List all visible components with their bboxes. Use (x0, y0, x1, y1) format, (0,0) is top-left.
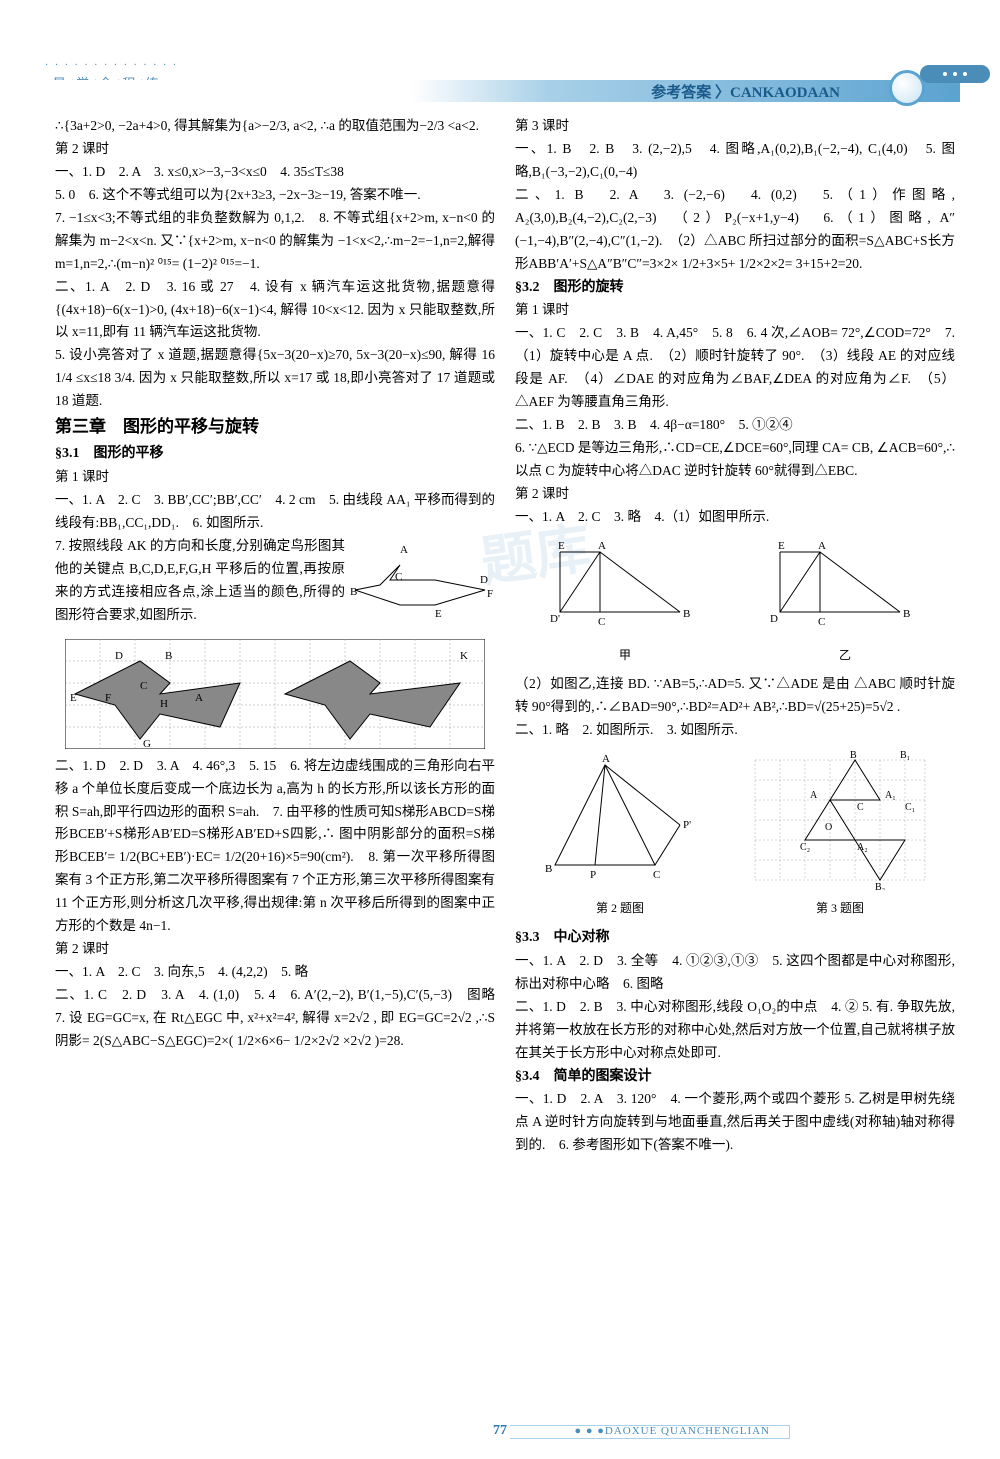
svg-text:B: B (683, 608, 690, 620)
section-heading: §3.1 图形的平移 (55, 442, 495, 466)
text-block: 一、1. A 2. C 3. BB′,CC′;BB′,CC′ 4. 2 cm 5… (55, 489, 495, 535)
lesson-heading: 第 2 课时 (55, 938, 495, 961)
text-block: 一、1. A 2. D 3. 全等 4. ①②③,①③ 5. 这四个图都是中心对… (515, 950, 955, 996)
svg-text:C: C (140, 680, 147, 692)
svg-text:C₂: C₂ (800, 842, 810, 853)
svg-text:A: A (598, 540, 606, 552)
svg-text:E: E (70, 692, 77, 704)
svg-text:A: A (400, 544, 408, 556)
figure-pair-jia-yi: E A D' C B 甲 E A D C B 乙 (515, 537, 955, 665)
text-block: 一、1. D 2. A 3. x≤0,x>−3,−3<x≤0 4. 35≤T≤3… (55, 161, 495, 184)
svg-text:E: E (435, 608, 442, 620)
svg-text:C: C (653, 869, 660, 881)
bird-diagram: A D C B F E (345, 535, 495, 633)
svg-text:P: P (590, 869, 596, 881)
text-block: 一、1. A 2. C 3. 向东,5 4. (4,2,2) 5. 略 (55, 961, 495, 984)
svg-text:B₁: B₁ (900, 750, 910, 761)
text-block: （2）如图乙,连接 BD. ∵AB=5,∴AD=5. 又∵△ADE 是由 △AB… (515, 673, 955, 719)
text-block: 5. 0 6. 这个不等式组可以为{2x+3≥3, −2x−3≥−19, 答案不… (55, 184, 495, 207)
header-pill-icon (920, 65, 990, 83)
figure-jia: E A D' C B (540, 537, 710, 637)
text-block: 一、1. C 2. C 3. B 4. A,45° 5. 8 6. 4 次,∠A… (515, 322, 955, 414)
svg-text:B: B (165, 650, 172, 662)
header-bar: 参考答案 〉CANKAODAAN (45, 80, 960, 102)
svg-text:A: A (602, 753, 610, 765)
svg-text:D: D (480, 574, 488, 586)
figure-q2: A B P C P' (535, 750, 705, 890)
svg-text:B: B (545, 863, 552, 875)
svg-text:H: H (160, 698, 168, 710)
svg-text:F: F (487, 588, 493, 600)
figure-q3: B B₁ A A₁ C C₁ O C₂ A₂ B₂ (745, 750, 935, 890)
svg-text:B: B (350, 586, 357, 598)
header-title: 参考答案 〉CANKAODAAN (651, 81, 840, 102)
text-block: 二、1. 略 2. 如图所示. 3. 如图所示. (515, 719, 955, 742)
svg-text:B₂: B₂ (875, 882, 885, 890)
text-block: 二、1. B 2. B 3. B 4. 4β−α=180° 5. ①②④ (515, 414, 955, 437)
svg-text:B: B (903, 608, 910, 620)
svg-text:C: C (857, 802, 864, 813)
svg-text:A: A (818, 540, 826, 552)
text-block: 一、1. B 2. B 3. (2,−2),5 4. 图略,A₁(0,2),B₁… (515, 138, 955, 184)
section-heading: §3.2 图形的旋转 (515, 276, 955, 300)
svg-text:D: D (115, 650, 123, 662)
svg-text:C: C (598, 616, 605, 628)
svg-text:E: E (778, 540, 785, 552)
text-block: 5. 设小亮答对了 x 道题,据题意得{5x−3(20−x)≥70, 5x−3(… (55, 344, 495, 413)
section-heading: §3.3 中心对称 (515, 926, 955, 950)
svg-text:C₁: C₁ (905, 802, 915, 813)
svg-text:G: G (143, 738, 151, 749)
text-block: 6. ∵△ECD 是等边三角形,∴CD=CE,∠DCE=60°,同理 CA= C… (515, 437, 955, 483)
svg-text:C: C (395, 571, 402, 583)
fig-label-yi: 乙 (760, 645, 930, 665)
left-column: ∴{3a+2>0, −2a+4>0, 得其解集为{a>−2/3, a<2, ∴a… (55, 115, 495, 1385)
text-block: 7. 按照线段 AK 的方向和长度,分别确定鸟形图其他的关键点 B,C,D,E,… (55, 535, 345, 627)
chapter-heading: 第三章 图形的平移与旋转 (55, 413, 495, 442)
fig-label-2: 第 2 题图 (535, 898, 705, 918)
lesson-heading: 第 3 课时 (515, 115, 955, 138)
svg-text:O: O (825, 822, 832, 833)
svg-text:A: A (810, 790, 818, 801)
svg-text:E: E (558, 540, 565, 552)
lesson-heading: 第 1 课时 (55, 466, 495, 489)
svg-text:C: C (818, 616, 825, 628)
section-heading: §3.4 简单的图案设计 (515, 1065, 955, 1089)
text-block: 7. −1≤x<3;不等式组的非负整数解为 0,1,2. 8. 不等式组{x+2… (55, 207, 495, 276)
svg-text:A: A (195, 692, 203, 704)
text-block: 二、1. C 2. D 3. A 4. (1,0) 5. 4 6. A′(2,−… (55, 984, 495, 1053)
content-area: ∴{3a+2>0, −2a+4>0, 得其解集为{a>−2/3, a<2, ∴a… (55, 115, 955, 1385)
svg-text:A₁: A₁ (885, 790, 896, 801)
text-block: 二、1. A 2. D 3. 16 或 27 4. 设有 x 辆汽车运这批货物,… (55, 276, 495, 345)
figure-yi: E A D C B (760, 537, 930, 637)
svg-text:D': D' (550, 613, 560, 625)
lesson-heading: 第 2 课时 (515, 483, 955, 506)
text-block: ∴{3a+2>0, −2a+4>0, 得其解集为{a>−2/3, a<2, ∴a… (55, 115, 495, 138)
figure-pair-2-3: A B P C P' 第 2 题图 (515, 750, 955, 918)
text-block: 一、1. D 2. A 3. 120° 4. 一个菱形,两个或四个菱形 5. 乙… (515, 1088, 955, 1157)
text-block: 二、1. D 2. B 3. 中心对称图形,线段 O₁O₂的中点 4. ② 5.… (515, 996, 955, 1065)
footer-brand: ● ● ●DAOXUE QUANCHENGLIAN (574, 1425, 770, 1437)
lesson-heading: 第 2 课时 (55, 138, 495, 161)
svg-text:P': P' (683, 819, 691, 831)
fig-label-jia: 甲 (540, 645, 710, 665)
text-block: 二、1. B 2. A 3. (−2,−6) 4. (0,2) 5.（1）作图略… (515, 184, 955, 276)
svg-text:B: B (850, 750, 857, 761)
text-block: 二、1. D 2. D 3. A 4. 46°,3 5. 15 6. 将左边虚线… (55, 755, 495, 939)
grid-bird-diagram: D B C E F H A G K (55, 639, 495, 749)
svg-text:F: F (105, 692, 111, 704)
page-number: 77 (0, 1423, 1000, 1439)
fig-label-3: 第 3 题图 (745, 898, 935, 918)
svg-text:K: K (460, 650, 468, 662)
svg-text:A₂: A₂ (857, 842, 868, 853)
header-dots: · · · · · · · · · · · · · · (45, 60, 178, 71)
text-block: 一、1. A 2. C 3. 略 4.（1）如图甲所示. (515, 506, 955, 529)
svg-text:D: D (770, 613, 778, 625)
right-column: 第 3 课时 一、1. B 2. B 3. (2,−2),5 4. 图略,A₁(… (515, 115, 955, 1385)
lesson-heading: 第 1 课时 (515, 299, 955, 322)
